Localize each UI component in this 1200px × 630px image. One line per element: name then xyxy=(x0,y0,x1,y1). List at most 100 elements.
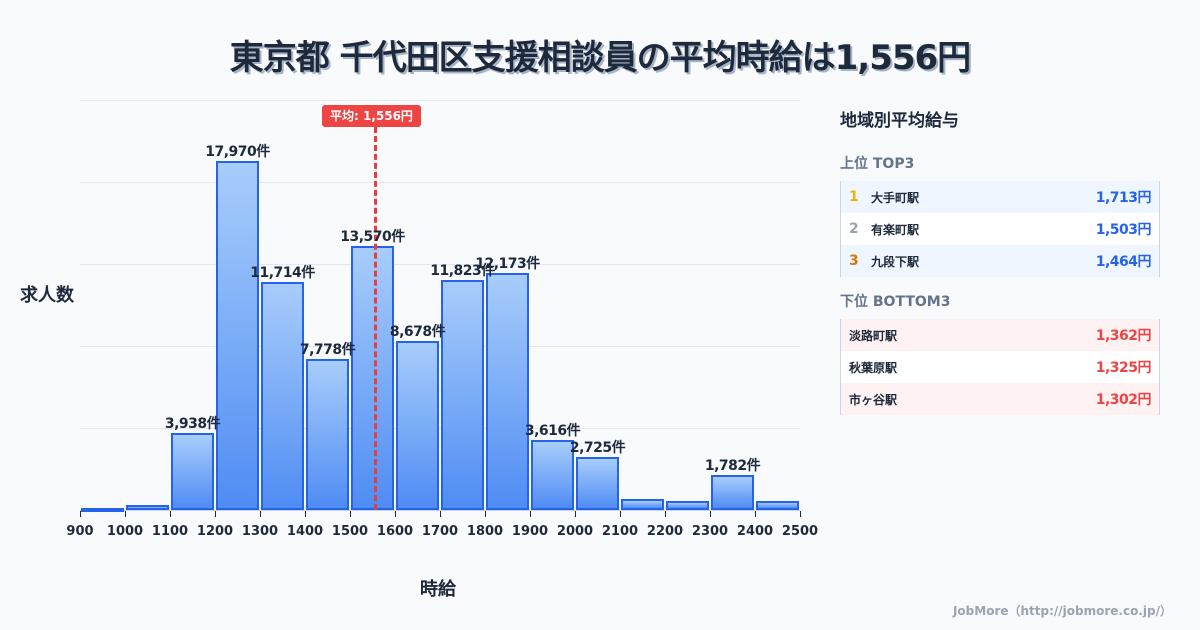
histogram-bar xyxy=(756,501,799,510)
station-name: 秋葉原駅 xyxy=(849,360,898,375)
bar-value-label: 11,714件 xyxy=(250,265,315,282)
x-tick xyxy=(800,511,801,517)
histogram-bar xyxy=(306,358,349,510)
top3-table: 1 大手町駅 1,713円 2 有楽町駅 1,503円 3 九段下駅 1,464… xyxy=(840,181,1160,277)
x-tick xyxy=(80,511,81,517)
x-tick xyxy=(260,511,261,517)
x-axis-label: 時給 xyxy=(420,579,456,600)
x-tick-label: 1900 xyxy=(511,524,549,539)
station-wage: 1,302円 xyxy=(1095,392,1152,408)
panel-title: 地域別平均給与 xyxy=(840,111,959,131)
x-tick-label: 1000 xyxy=(106,524,144,539)
x-tick-label: 2100 xyxy=(601,524,639,539)
bar-value-label: 3,616件 xyxy=(524,422,581,439)
x-tick-label: 1400 xyxy=(286,524,324,539)
x-axis-line xyxy=(80,510,800,511)
gridline xyxy=(80,346,800,347)
x-tick xyxy=(305,511,306,517)
gridline xyxy=(80,428,800,429)
station-name: 大手町駅 xyxy=(871,190,920,205)
average-line xyxy=(374,127,377,510)
x-tick xyxy=(530,511,531,517)
histogram-bar xyxy=(666,501,709,510)
regional-salary-panel: 地域別平均給与 上位 TOP3 1 大手町駅 1,713円 2 有楽町駅 1,5… xyxy=(840,100,1160,415)
bar-value-label: 13,570件 xyxy=(340,229,405,246)
bottom3-table: 淡路町駅 1,362円 秋葉原駅 1,325円 市ヶ谷駅 1,302円 xyxy=(840,319,1160,415)
bar-value-label: 17,970件 xyxy=(205,143,270,160)
x-tick xyxy=(485,511,486,517)
average-badge: 平均: 1,556円 xyxy=(322,105,421,127)
rank-number: 2 xyxy=(849,221,859,237)
gridline xyxy=(80,100,800,101)
bar-value-label: 2,725件 xyxy=(569,440,626,457)
x-tick xyxy=(170,511,171,517)
station-name: 有楽町駅 xyxy=(871,222,920,237)
top3-row: 3 九段下駅 1,464円 xyxy=(841,245,1159,277)
bar-value-label: 8,678件 xyxy=(389,324,446,341)
x-tick-label: 2000 xyxy=(556,524,594,539)
bottom3-row: 秋葉原駅 1,325円 xyxy=(841,351,1159,383)
x-tick-label: 2500 xyxy=(781,524,819,539)
bar-value-label: 3,938件 xyxy=(164,416,221,433)
y-axis-label: 求人数 xyxy=(20,285,74,306)
histogram-bar xyxy=(171,433,214,510)
bar-value-label: 11,823件 xyxy=(430,263,495,280)
gridline xyxy=(80,182,800,183)
bar-value-label: 7,778件 xyxy=(299,341,356,358)
histogram-bar xyxy=(261,282,304,510)
histogram-bar xyxy=(486,273,529,510)
x-tick xyxy=(215,511,216,517)
bar-value-label: 1,782件 xyxy=(704,458,761,475)
station-wage: 1,713円 xyxy=(1095,190,1152,206)
x-tick-label: 2200 xyxy=(646,524,684,539)
x-tick xyxy=(395,511,396,517)
x-tick-label: 1800 xyxy=(466,524,504,539)
bottom3-title: 下位 BOTTOM3 xyxy=(840,294,951,310)
histogram-bar xyxy=(396,341,439,510)
x-tick-label: 1700 xyxy=(421,524,459,539)
x-tick xyxy=(665,511,666,517)
station-wage: 1,464円 xyxy=(1095,254,1152,270)
x-tick-label: 2300 xyxy=(691,524,729,539)
station-name: 九段下駅 xyxy=(871,254,920,269)
histogram-bar xyxy=(81,508,124,512)
x-tick xyxy=(125,511,126,517)
x-tick xyxy=(575,511,576,517)
x-tick-label: 2400 xyxy=(736,524,774,539)
histogram-bar xyxy=(126,505,169,510)
bottom3-row: 市ヶ谷駅 1,302円 xyxy=(841,383,1159,415)
x-tick xyxy=(440,511,441,517)
top3-row: 1 大手町駅 1,713円 xyxy=(841,181,1159,213)
station-wage: 1,503円 xyxy=(1095,222,1152,238)
station-name: 淡路町駅 xyxy=(849,328,898,343)
station-name: 市ヶ谷駅 xyxy=(849,392,898,407)
station-wage: 1,362円 xyxy=(1095,328,1152,344)
top3-title: 上位 TOP3 xyxy=(840,156,915,172)
x-tick xyxy=(350,511,351,517)
rank-number: 3 xyxy=(849,253,859,269)
x-tick xyxy=(620,511,621,517)
x-tick-label: 1100 xyxy=(151,524,189,539)
x-tick xyxy=(755,511,756,517)
x-tick-label: 1500 xyxy=(331,524,369,539)
gridline xyxy=(80,264,800,265)
x-tick-label: 1300 xyxy=(241,524,279,539)
station-wage: 1,325円 xyxy=(1095,360,1152,376)
bar-value-label: 12,173件 xyxy=(475,256,540,273)
x-tick xyxy=(710,511,711,517)
x-tick-label: 1200 xyxy=(196,524,234,539)
histogram-bar xyxy=(711,475,754,510)
page-title: 東京都 千代田区支援相談員の平均時給は1,556円 xyxy=(229,38,971,78)
histogram-bar xyxy=(621,498,664,510)
x-tick-label: 1600 xyxy=(376,524,414,539)
histogram-bar xyxy=(216,160,259,510)
histogram-chart: 求人数 時給 平均: 1,556円 3,938件 17,970件 11,714件 7,… xyxy=(20,100,819,600)
top3-row: 2 有楽町駅 1,503円 xyxy=(841,213,1159,245)
rank-number: 1 xyxy=(849,189,859,205)
histogram-bar xyxy=(351,246,394,510)
histogram-bar xyxy=(441,280,484,510)
x-tick-label: 900 xyxy=(66,524,94,539)
histogram-bar xyxy=(531,439,574,510)
bottom3-row: 淡路町駅 1,362円 xyxy=(841,319,1159,351)
histogram-bar xyxy=(576,457,619,510)
